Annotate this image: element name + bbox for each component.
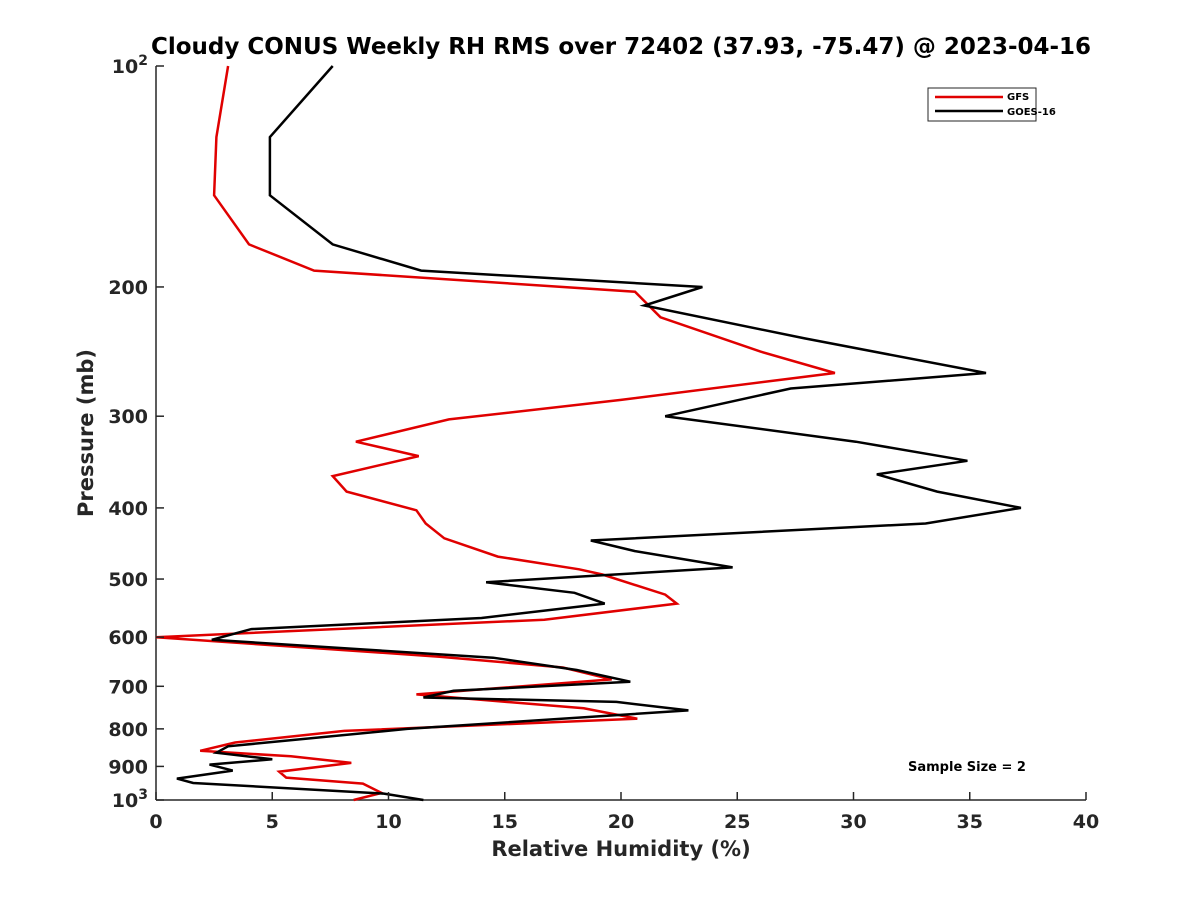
y-tick-label: 200 xyxy=(108,277,148,299)
x-tick-label: 20 xyxy=(608,811,634,833)
series-layer xyxy=(155,65,1022,802)
y-tick-label: 600 xyxy=(108,627,148,649)
legend: GFS GOES-16 xyxy=(927,87,1056,122)
y-tick-label: 800 xyxy=(108,719,148,741)
y-tick-label: 400 xyxy=(108,498,148,520)
x-tick-label: 25 xyxy=(724,811,750,833)
y-axis-label: Pressure (mb) xyxy=(74,349,98,517)
x-axis-label: Relative Humidity (%) xyxy=(491,837,750,861)
x-tick-label: 35 xyxy=(957,811,983,833)
legend-box xyxy=(927,87,1037,122)
x-tick-label: 5 xyxy=(266,811,279,833)
legend-label-gfs: GFS xyxy=(1007,92,1029,103)
y-tick-label: 700 xyxy=(108,676,148,698)
y-tick-label: 300 xyxy=(108,406,148,428)
x-tick-label: 10 xyxy=(375,811,401,833)
y-tick-label: 500 xyxy=(108,569,148,591)
x-tick-label: 0 xyxy=(149,811,162,833)
series-line-goes16 xyxy=(176,65,1022,802)
sample-size-annotation: Sample Size = 2 xyxy=(908,760,1026,775)
plot-area: 0 5 10 15 20 25 30 35 40 102 200 300 400 500 600 700 80… xyxy=(108,53,1099,833)
x-tick-label: 40 xyxy=(1073,811,1099,833)
y-tick-label: 102 xyxy=(112,53,148,78)
y-tick-label: 103 xyxy=(112,787,148,812)
legend-label-goes16: GOES-16 xyxy=(1007,107,1056,118)
x-tick-label: 15 xyxy=(492,811,518,833)
x-ticks: 0 5 10 15 20 25 30 35 40 xyxy=(149,792,1099,833)
y-ticks: 102 200 300 400 500 600 700 800 900 103 xyxy=(108,53,164,812)
y-tick-label: 900 xyxy=(108,756,148,778)
chart-title: Cloudy CONUS Weekly RH RMS over 72402 (3… xyxy=(151,34,1091,60)
x-tick-label: 30 xyxy=(840,811,866,833)
